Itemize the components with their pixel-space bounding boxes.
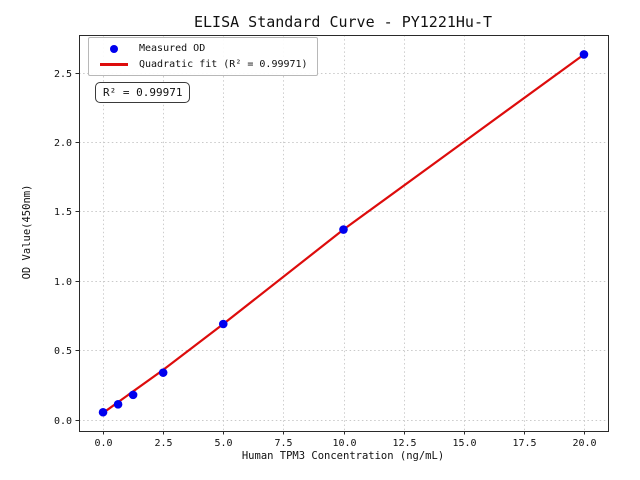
r-squared-annotation: R² = 0.99971 bbox=[95, 82, 191, 103]
legend-entry-label: Measured OD bbox=[139, 43, 206, 54]
x-tick-label: 2.5 bbox=[154, 438, 172, 449]
y-tick-label: 1.5 bbox=[54, 207, 72, 218]
x-tick-label: 12.5 bbox=[392, 438, 416, 449]
y-tick-label: 0.5 bbox=[54, 346, 72, 357]
legend-entry-label: Quadratic fit (R² = 0.99971) bbox=[139, 59, 308, 70]
legend-entry-quadratic-fit: Quadratic fit (R² = 0.99971) bbox=[97, 59, 308, 70]
y-tick-label: 0.0 bbox=[54, 416, 72, 427]
y-tick-label: 2.5 bbox=[54, 69, 72, 80]
x-tick-label: 5.0 bbox=[214, 438, 232, 449]
chart-title: ELISA Standard Curve - PY1221Hu-T bbox=[193, 13, 493, 31]
x-axis-label: Human TPM3 Concentration (ng/mL) bbox=[241, 450, 445, 462]
data-point bbox=[579, 50, 589, 59]
y-axis-label: OD Value(450nm) bbox=[21, 184, 33, 280]
legend-dot-marker-icon bbox=[110, 44, 118, 53]
legend-entry-measured-od: Measured OD bbox=[97, 43, 308, 54]
x-tick-label: 7.5 bbox=[274, 438, 292, 449]
data-point bbox=[98, 407, 108, 417]
quadratic-fit-line bbox=[101, 53, 586, 415]
x-tick-label: 17.5 bbox=[512, 438, 536, 449]
data-point bbox=[218, 319, 228, 329]
x-tick-label: 0.0 bbox=[94, 438, 112, 449]
legend-line-marker-icon bbox=[100, 63, 128, 66]
y-tick-label: 1.0 bbox=[54, 277, 72, 288]
x-tick-label: 20.0 bbox=[572, 438, 596, 449]
data-point bbox=[113, 400, 123, 409]
data-point bbox=[339, 225, 348, 234]
y-tick-label: 2.0 bbox=[54, 138, 72, 149]
x-tick-label: 10.0 bbox=[332, 438, 356, 449]
data-point bbox=[158, 368, 168, 377]
legend: Measured OD Quadratic fit (R² = 0.99971) bbox=[88, 37, 318, 76]
x-tick-label: 15.0 bbox=[452, 438, 476, 449]
data-point bbox=[128, 390, 138, 400]
